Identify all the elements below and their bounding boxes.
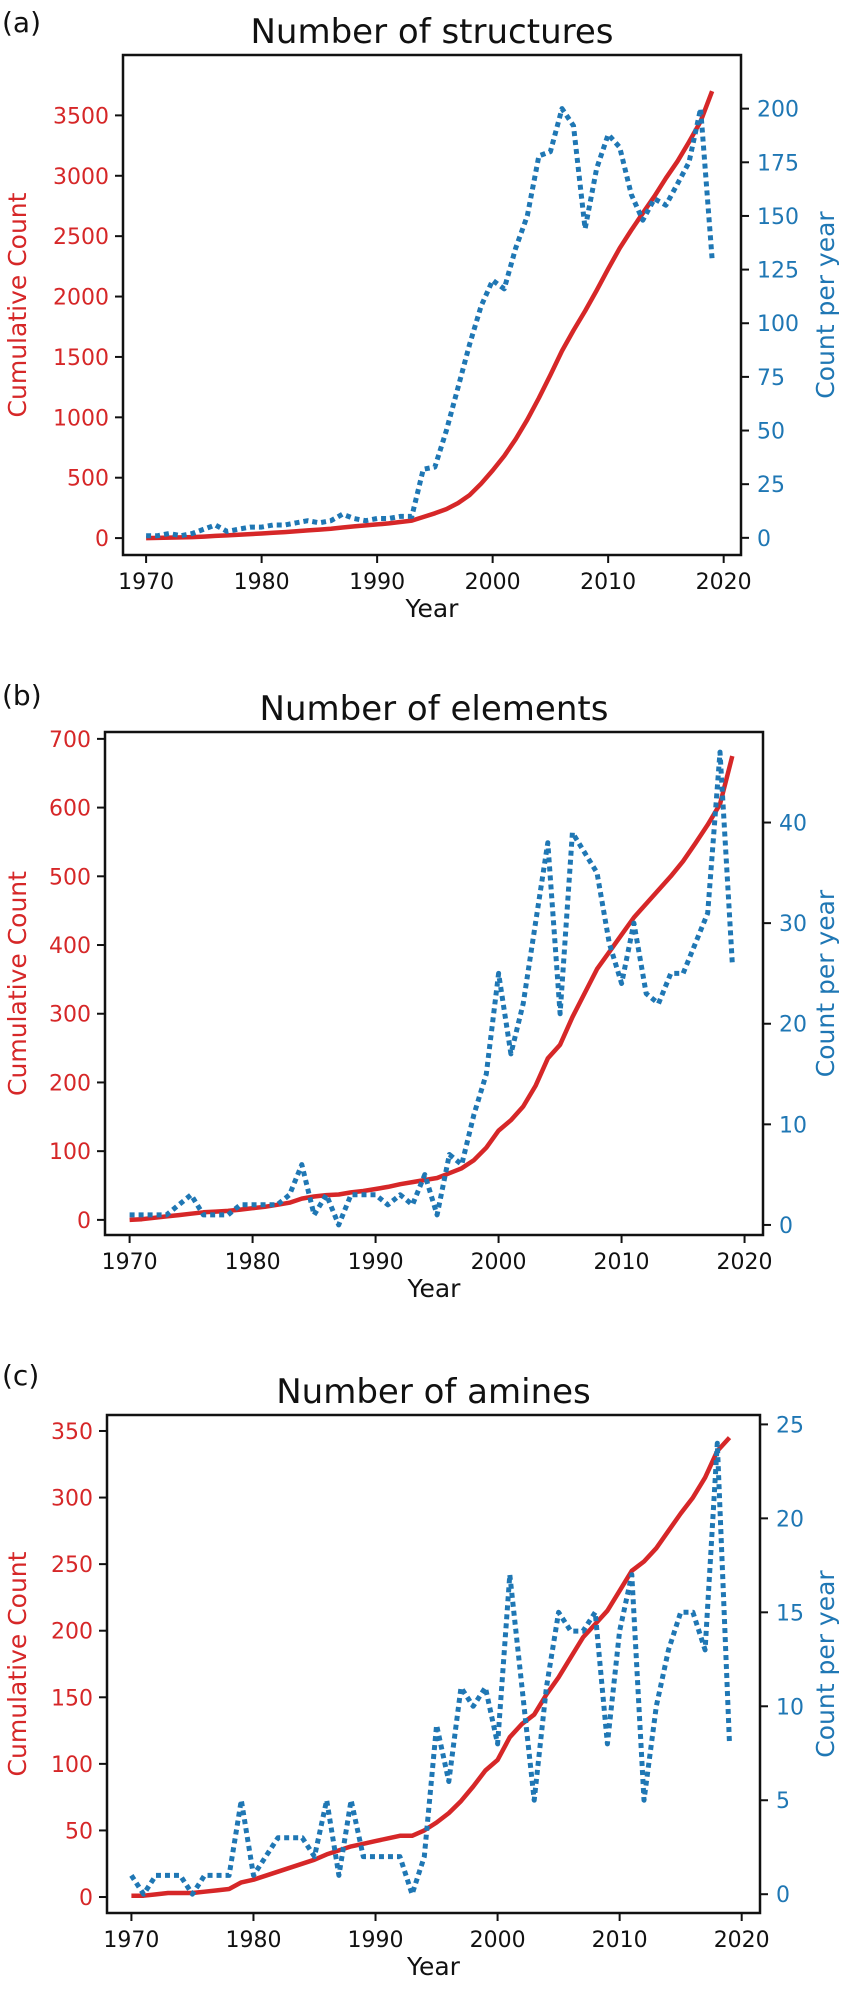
- x-axis-title: Year: [406, 1952, 461, 1981]
- y-left-tick-label: 2000: [53, 286, 109, 311]
- y-left-tick-label: 0: [79, 1886, 93, 1911]
- panel-label: (c): [2, 1359, 39, 1392]
- y-right-axis-title: Count per year: [811, 889, 840, 1077]
- panel-label: (b): [2, 679, 42, 712]
- x-tick-label: 2020: [717, 1250, 773, 1275]
- y-right-tick-label: 15: [776, 1601, 804, 1626]
- y-left-tick-label: 500: [49, 865, 91, 890]
- x-tick-label: 2000: [470, 1928, 526, 1953]
- cumulative-count-line: [146, 90, 715, 541]
- y-left-tick-label: 3000: [53, 165, 109, 190]
- y-right-tick-label: 75: [757, 366, 785, 391]
- y-right-tick-label: 10: [779, 1113, 807, 1138]
- y-left-tick-label: 300: [51, 1487, 93, 1512]
- y-left-tick-label: 200: [51, 1620, 93, 1645]
- y-right-tick-label: 25: [776, 1413, 804, 1438]
- y-left-tick-label: 100: [49, 1140, 91, 1165]
- cumulative-count-line: [131, 1436, 732, 1898]
- y-left-axis-title: Cumulative Count: [3, 192, 32, 417]
- y-right-tick-label: 200: [757, 98, 799, 123]
- y-right-tick-label: 30: [779, 912, 807, 937]
- y-right-tick-label: 20: [779, 1013, 807, 1038]
- y-left-tick-label: 700: [49, 728, 91, 753]
- x-tick-label: 2020: [696, 570, 752, 595]
- y-left-tick-label: 250: [51, 1553, 93, 1578]
- y-left-tick-label: 0: [95, 527, 109, 552]
- x-tick-label: 1980: [225, 1928, 281, 1953]
- y-left-tick-label: 300: [49, 1003, 91, 1028]
- chart-title: Number of amines: [276, 1372, 591, 1412]
- x-tick-label: 1990: [349, 570, 405, 595]
- y-right-tick-label: 50: [757, 420, 785, 445]
- x-tick-label: 1970: [118, 570, 174, 595]
- y-left-tick-label: 150: [51, 1686, 93, 1711]
- count-per-year-line: [129, 749, 735, 1228]
- y-right-tick-label: 0: [757, 527, 771, 552]
- x-tick-label: 1980: [225, 1250, 281, 1275]
- y-right-tick-label: 5: [776, 1789, 790, 1814]
- x-tick-label: 1970: [102, 1250, 158, 1275]
- y-right-axis-title: Count per year: [811, 211, 840, 399]
- y-left-tick-label: 3500: [53, 104, 109, 129]
- y-left-axis-title: Cumulative Count: [3, 871, 32, 1096]
- count-per-year-line: [129, 1440, 732, 1897]
- x-tick-label: 1980: [234, 570, 290, 595]
- y-left-tick-label: 2500: [53, 225, 109, 250]
- y-right-tick-label: 10: [776, 1695, 804, 1720]
- count-per-year-line: [146, 106, 715, 539]
- y-right-tick-label: 40: [779, 812, 807, 837]
- y-right-tick-label: 150: [757, 205, 799, 230]
- y-right-tick-label: 20: [776, 1507, 804, 1532]
- y-left-tick-label: 600: [49, 797, 91, 822]
- panel-label: (a): [2, 6, 41, 39]
- y-right-tick-label: 125: [757, 259, 799, 284]
- y-right-tick-label: 100: [757, 312, 799, 337]
- y-left-tick-label: 1000: [53, 406, 109, 431]
- y-right-tick-label: 0: [779, 1214, 793, 1239]
- y-left-tick-label: 400: [49, 934, 91, 959]
- cumulative-count-line: [129, 755, 735, 1223]
- y-left-tick-label: 0: [77, 1209, 91, 1234]
- x-tick-label: 2020: [714, 1928, 770, 1953]
- plot-frame: [105, 1413, 762, 1915]
- plot-frame: [121, 53, 743, 557]
- y-left-axis-title: Cumulative Count: [3, 1551, 32, 1776]
- x-tick-label: 1990: [348, 1250, 404, 1275]
- x-tick-label: 2010: [594, 1250, 650, 1275]
- x-axis-title: Year: [407, 1274, 462, 1303]
- y-right-axis-title: Count per year: [811, 1570, 840, 1758]
- chart-title: Number of elements: [260, 689, 609, 729]
- x-tick-label: 2010: [580, 570, 636, 595]
- y-left-tick-label: 500: [67, 467, 109, 492]
- y-left-tick-label: 50: [65, 1819, 93, 1844]
- x-tick-label: 1970: [103, 1928, 159, 1953]
- plot-frame: [103, 730, 765, 1237]
- x-tick-label: 2010: [592, 1928, 648, 1953]
- chart-title: Number of structures: [251, 12, 614, 52]
- y-left-tick-label: 200: [49, 1071, 91, 1096]
- x-tick-label: 2000: [465, 570, 521, 595]
- y-left-tick-label: 350: [51, 1420, 93, 1445]
- x-tick-label: 2000: [471, 1250, 527, 1275]
- y-left-tick-label: 1500: [53, 346, 109, 371]
- x-axis-title: Year: [405, 594, 460, 623]
- y-right-tick-label: 25: [757, 473, 785, 498]
- y-right-tick-label: 0: [776, 1883, 790, 1908]
- y-right-tick-label: 175: [757, 151, 799, 176]
- y-left-tick-label: 100: [51, 1753, 93, 1778]
- x-tick-label: 1990: [348, 1928, 404, 1953]
